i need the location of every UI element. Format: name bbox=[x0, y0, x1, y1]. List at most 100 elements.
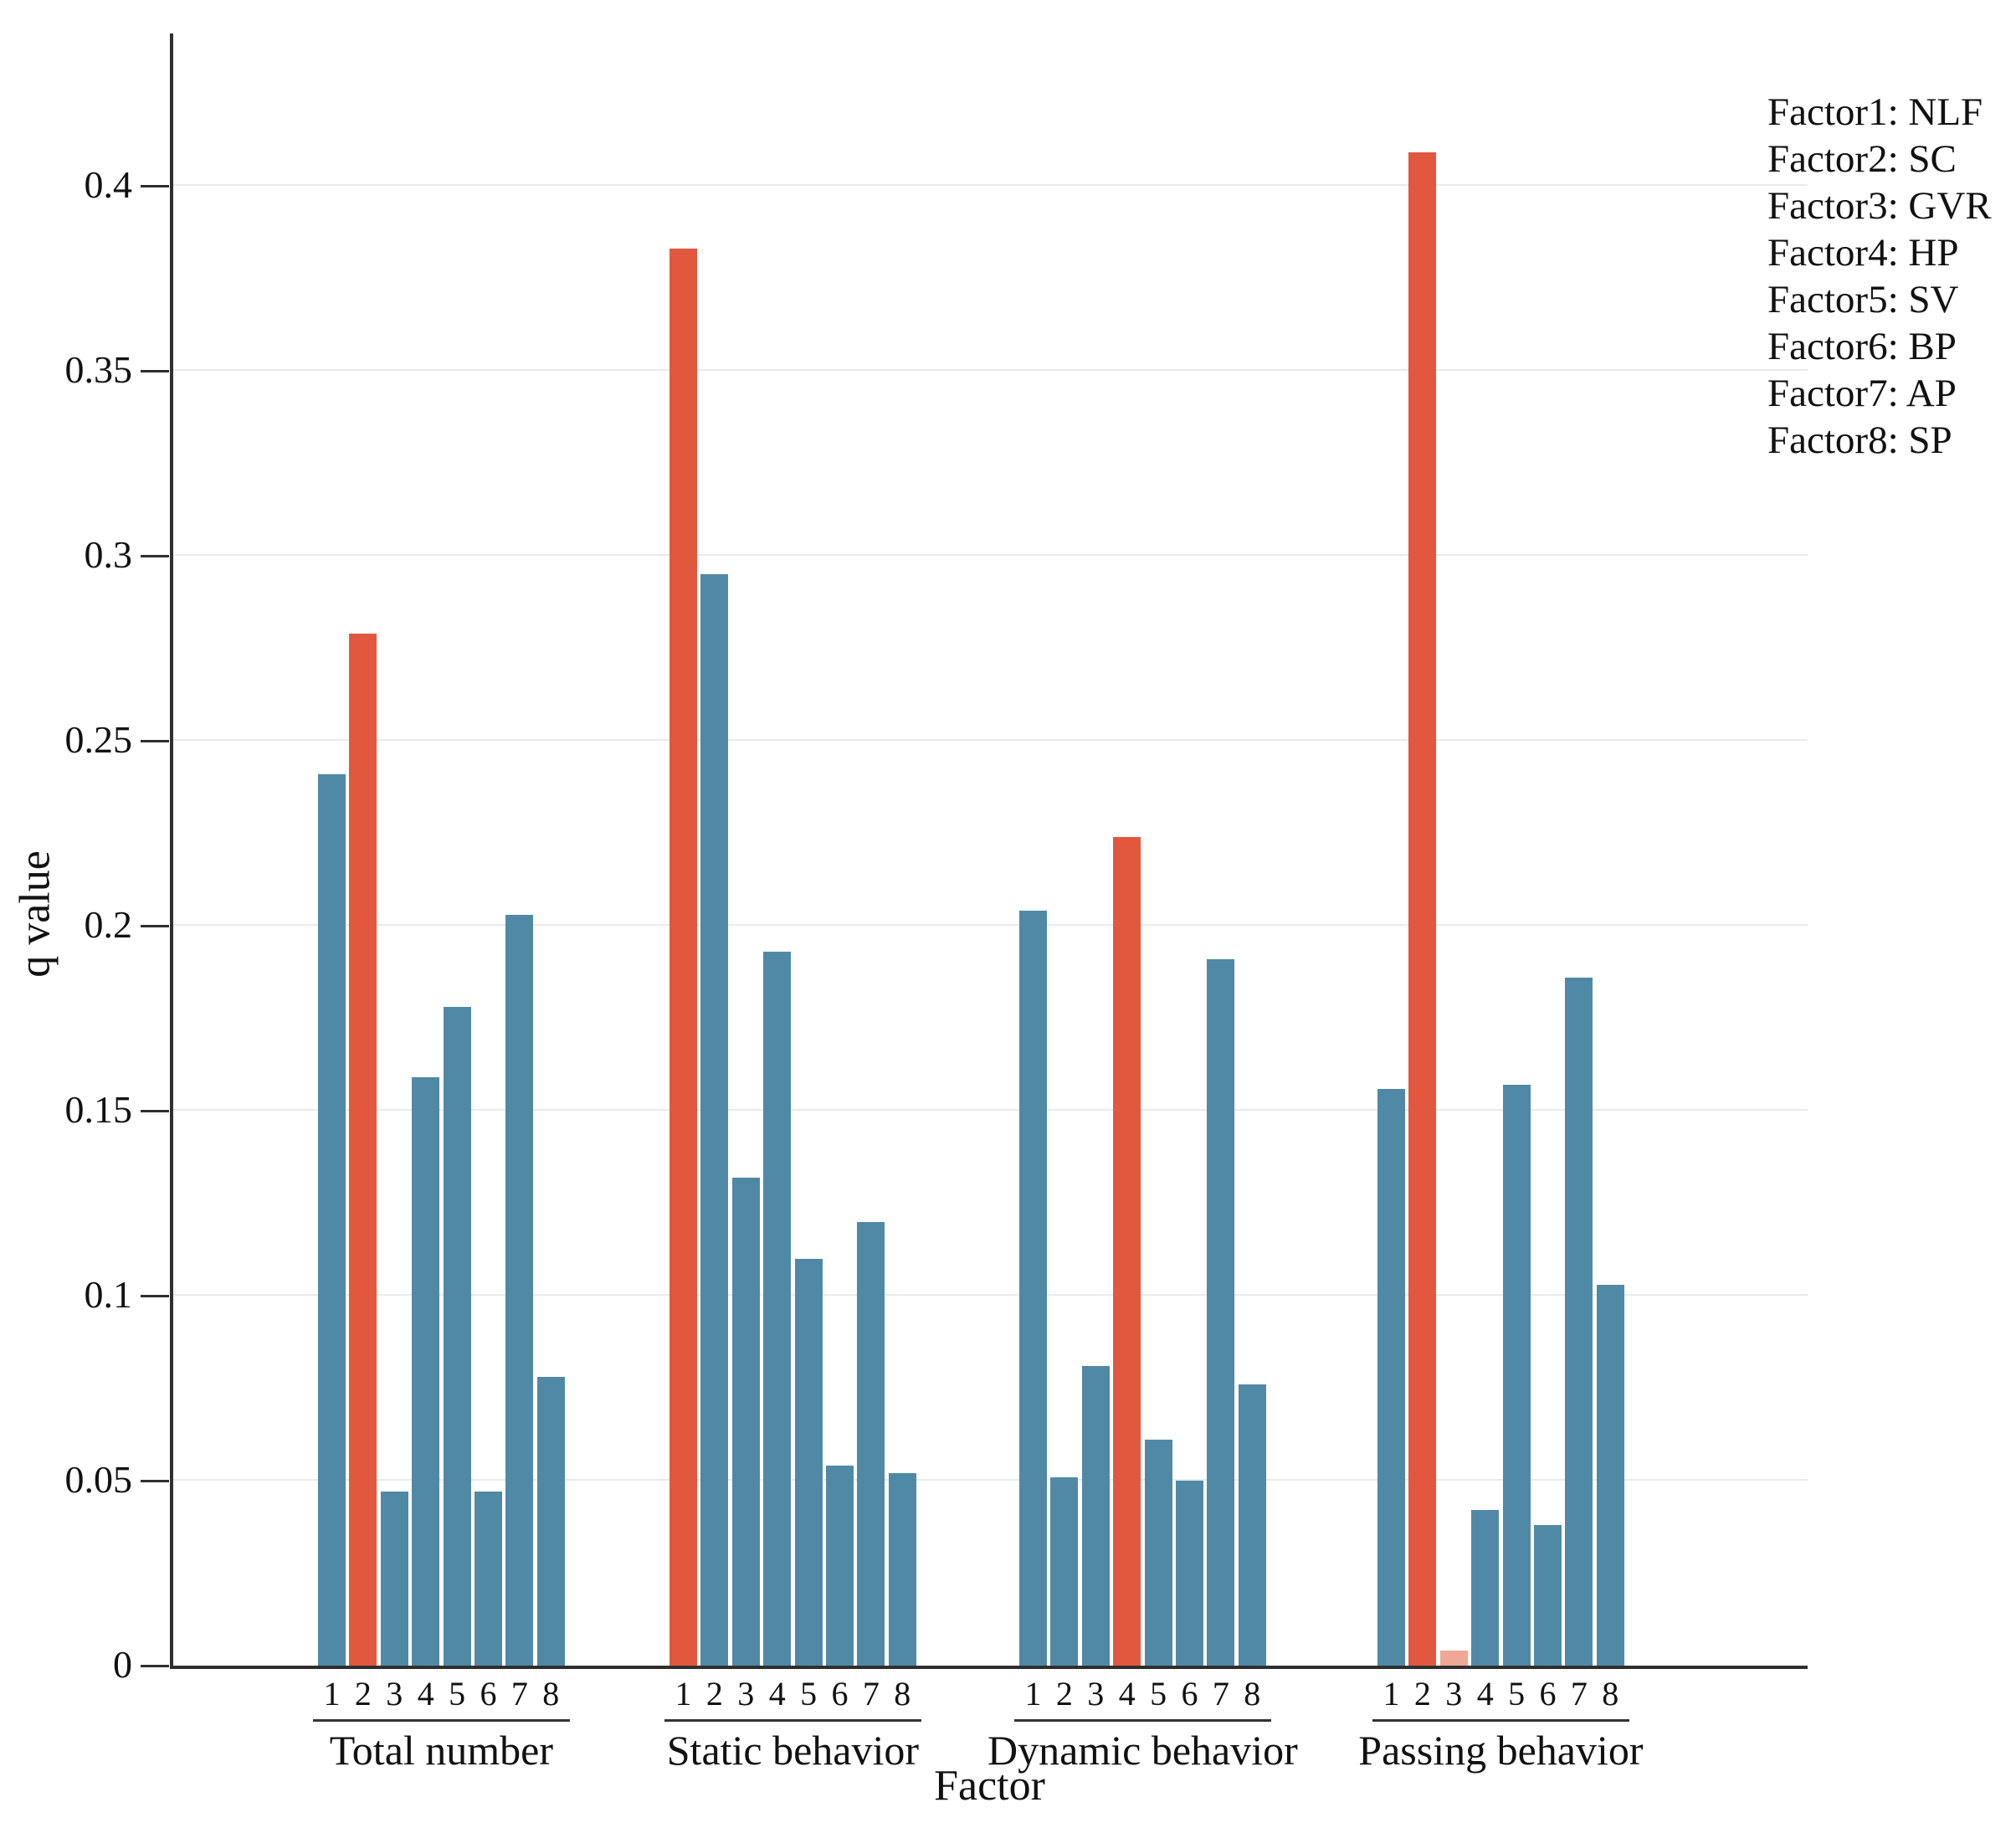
bar-factor4-passing-behavior bbox=[1471, 1510, 1500, 1666]
bar-factor4-total-number bbox=[412, 1077, 440, 1666]
bar-factor8-total-number bbox=[536, 1377, 565, 1666]
bar-factor4-dynamic-behavior bbox=[1113, 836, 1141, 1666]
bar-factor3-static-behavior bbox=[731, 1177, 760, 1666]
bar-group-total-number bbox=[318, 33, 565, 1666]
factor-number-label-8: 8 bbox=[1244, 1675, 1261, 1713]
bar-factor6-static-behavior bbox=[826, 1466, 854, 1666]
bar-factor6-passing-behavior bbox=[1534, 1525, 1562, 1666]
bar-factor3-total-number bbox=[380, 1492, 408, 1666]
gridline-0.2 bbox=[172, 924, 1808, 927]
bar-factor2-total-number bbox=[349, 633, 377, 1666]
bar-factor1-dynamic-behavior bbox=[1019, 911, 1047, 1666]
factor-number-label-5: 5 bbox=[800, 1675, 818, 1713]
bar-factor8-static-behavior bbox=[888, 1473, 916, 1666]
bar-group-dynamic-behavior bbox=[1019, 33, 1266, 1666]
y-tick-mark-0.4 bbox=[141, 185, 169, 188]
bar-factor1-total-number bbox=[318, 773, 346, 1666]
factor-number-label-2: 2 bbox=[705, 1675, 723, 1713]
factor-number-label-1: 1 bbox=[1382, 1675, 1400, 1713]
y-tick-mark-0.25 bbox=[141, 740, 169, 743]
factor-number-label-6: 6 bbox=[831, 1675, 849, 1713]
gridline-0.25 bbox=[172, 739, 1808, 742]
factor-number-label-7: 7 bbox=[862, 1675, 880, 1713]
factor-number-label-7: 7 bbox=[510, 1675, 528, 1713]
bar-group-static-behavior bbox=[669, 33, 916, 1666]
factor-number-label-4: 4 bbox=[1118, 1675, 1136, 1713]
y-tick-label-0.15: 0.15 bbox=[64, 1088, 133, 1132]
factor-number-label-7: 7 bbox=[1570, 1675, 1588, 1713]
gridline-0.1 bbox=[172, 1294, 1808, 1297]
bar-factor4-static-behavior bbox=[763, 952, 792, 1666]
bar-factor7-dynamic-behavior bbox=[1207, 958, 1235, 1666]
factor-number-label-4: 4 bbox=[417, 1675, 434, 1713]
y-tick-mark-0.3 bbox=[141, 555, 169, 558]
group-underline bbox=[313, 1719, 570, 1722]
legend-item-factor1: Factor1: NLF bbox=[1767, 90, 1983, 134]
group-label-passing-behavior: Passing behavior bbox=[1358, 1727, 1644, 1774]
y-tick-mark-0.35 bbox=[141, 370, 169, 373]
legend: Factor1: NLF Factor2: SC Factor3: GVR Facto… bbox=[1767, 89, 1992, 464]
y-tick-label-0.1: 0.1 bbox=[84, 1273, 133, 1317]
factor-number-label-4: 4 bbox=[768, 1675, 786, 1713]
factor-number-label-8: 8 bbox=[1602, 1675, 1619, 1713]
plot-area bbox=[172, 33, 1808, 1666]
y-tick-mark-0.1 bbox=[141, 1295, 169, 1298]
group-label-total-number: Total number bbox=[329, 1727, 554, 1774]
factor-number-label-5: 5 bbox=[1150, 1675, 1167, 1713]
gridline-0.35 bbox=[172, 369, 1808, 372]
y-tick-label-0.4: 0.4 bbox=[84, 163, 133, 207]
legend-item-factor2: Factor2: SC bbox=[1767, 137, 1957, 181]
legend-item-factor3: Factor3: GVR bbox=[1767, 184, 1992, 228]
factor-number-label-1: 1 bbox=[1024, 1675, 1042, 1713]
gridline-0.05 bbox=[172, 1479, 1808, 1482]
group-underline bbox=[1014, 1719, 1271, 1722]
y-tick-label-0: 0 bbox=[113, 1643, 132, 1686]
bar-factor8-passing-behavior bbox=[1596, 1284, 1624, 1666]
bar-factor2-dynamic-behavior bbox=[1050, 1476, 1079, 1666]
bar-factor8-dynamic-behavior bbox=[1238, 1384, 1266, 1666]
y-tick-label-0.05: 0.05 bbox=[64, 1458, 133, 1501]
bar-factor2-passing-behavior bbox=[1408, 152, 1437, 1666]
bar-group-passing-behavior bbox=[1377, 33, 1624, 1666]
bar-factor7-static-behavior bbox=[857, 1221, 885, 1666]
bar-factor5-static-behavior bbox=[794, 1258, 823, 1666]
y-tick-mark-0.15 bbox=[141, 1110, 169, 1113]
bar-factor6-dynamic-behavior bbox=[1176, 1481, 1203, 1666]
factor-number-label-8: 8 bbox=[542, 1675, 560, 1713]
legend-item-factor8: Factor8: SP bbox=[1767, 419, 1952, 462]
factor-number-label-2: 2 bbox=[1055, 1675, 1073, 1713]
y-tick-label-0.3: 0.3 bbox=[84, 533, 133, 577]
factor-number-label-4: 4 bbox=[1476, 1675, 1494, 1713]
factor-number-label-8: 8 bbox=[894, 1675, 911, 1713]
bar-factor7-total-number bbox=[505, 914, 534, 1666]
factor-number-label-1: 1 bbox=[323, 1675, 341, 1713]
bar-factor3-dynamic-behavior bbox=[1081, 1366, 1110, 1666]
y-tick-label-0.35: 0.35 bbox=[64, 348, 133, 392]
bar-factor7-passing-behavior bbox=[1565, 977, 1593, 1666]
factor-number-label-1: 1 bbox=[675, 1675, 692, 1713]
gridline-0.15 bbox=[172, 1109, 1808, 1112]
group-underline bbox=[1372, 1719, 1629, 1722]
y-tick-mark-0.2 bbox=[141, 925, 169, 928]
y-tick-mark-0 bbox=[141, 1665, 169, 1667]
legend-item-factor4: Factor4: HP bbox=[1767, 231, 1959, 275]
factor-number-label-5: 5 bbox=[449, 1675, 466, 1713]
legend-item-factor6: Factor6: BP bbox=[1767, 325, 1957, 368]
y-axis-title: q value bbox=[11, 850, 59, 978]
bar-factor6-total-number bbox=[475, 1492, 502, 1666]
factor-number-label-6: 6 bbox=[1539, 1675, 1557, 1713]
factor-number-label-2: 2 bbox=[354, 1675, 372, 1713]
factor-number-label-6: 6 bbox=[1181, 1675, 1198, 1713]
bar-factor1-static-behavior bbox=[669, 249, 697, 1666]
bar-factor5-passing-behavior bbox=[1502, 1085, 1531, 1666]
bar-factor5-dynamic-behavior bbox=[1144, 1440, 1172, 1666]
factor-number-label-3: 3 bbox=[1445, 1675, 1463, 1713]
bar-factor5-total-number bbox=[443, 1007, 471, 1666]
legend-item-factor5: Factor5: SV bbox=[1767, 278, 1959, 321]
y-tick-label-0.2: 0.2 bbox=[84, 903, 133, 947]
factor-number-label-6: 6 bbox=[480, 1675, 497, 1713]
